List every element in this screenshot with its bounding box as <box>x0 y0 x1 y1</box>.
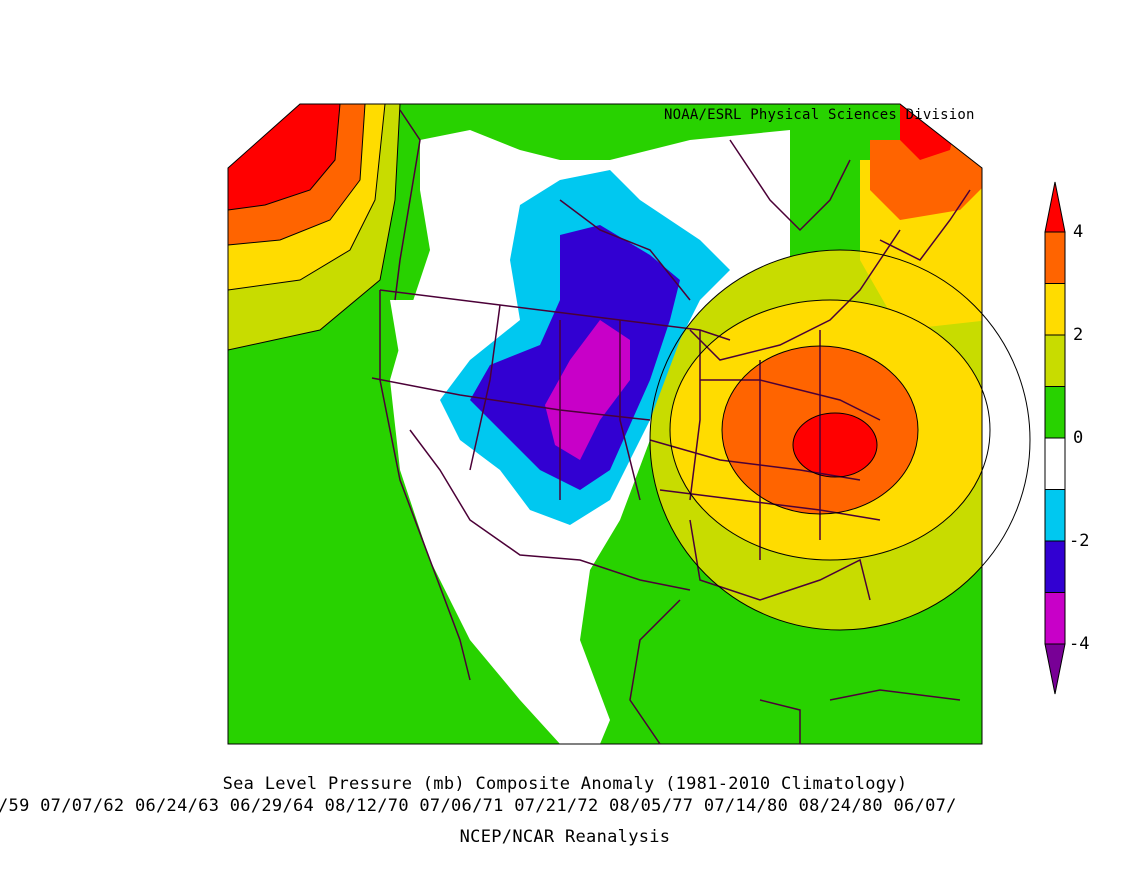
colorbar-segment <box>1044 231 1066 284</box>
colorbar-tick-label: -2 <box>1069 531 1090 551</box>
colorbar-tick-label: 4 <box>1073 222 1084 242</box>
colorbar-segment <box>1044 437 1066 490</box>
map-frame <box>227 103 983 745</box>
colorbar-segment <box>1044 592 1066 645</box>
colorbar-segment <box>1044 540 1066 593</box>
colorbar-bottom-triangle <box>1044 643 1066 695</box>
caption-source: NCEP/NCAR Reanalysis <box>459 827 671 847</box>
political-boundaries <box>371 109 971 745</box>
colorbar-segment <box>1044 386 1066 439</box>
colorbar-top-triangle <box>1044 181 1066 233</box>
map-field <box>228 104 982 744</box>
field-east-4 <box>793 413 877 477</box>
field-central-neg4-neg3 <box>545 320 630 460</box>
caption-title: Sea Level Pressure (mb) Composite Anomal… <box>222 774 908 794</box>
credit-label: NOAA/ESRL Physical Sciences Division <box>664 107 975 123</box>
field-ne-3-4 <box>870 140 982 220</box>
field-coast-white <box>390 300 440 370</box>
colorbar-tick-label: 0 <box>1073 428 1084 448</box>
colorbar-tick-label: -4 <box>1069 634 1090 654</box>
contour-lines <box>227 103 1031 631</box>
colorbar-segment <box>1044 334 1066 387</box>
colorbar <box>1044 181 1066 695</box>
caption-dates: /59 07/07/62 06/24/63 06/29/64 08/12/70 … <box>0 796 957 816</box>
colorbar-tick-label: 2 <box>1073 325 1084 345</box>
colorbar-segment <box>1044 283 1066 336</box>
colorbar-segment <box>1044 489 1066 542</box>
